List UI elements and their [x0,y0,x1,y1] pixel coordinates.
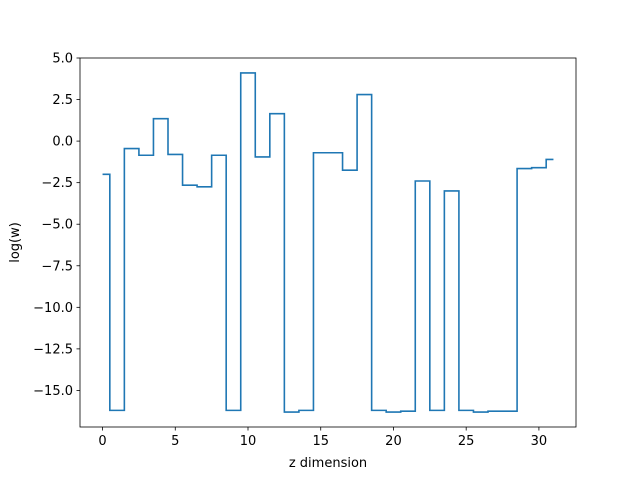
x-tick-label: 20 [385,434,402,449]
series-line [102,72,554,413]
y-tick-label: 2.5 [52,93,73,108]
y-tick-label: −15.0 [33,384,73,399]
y-tick-label: −10.0 [33,301,73,316]
x-tick-label: 10 [240,434,257,449]
x-tick-label: 15 [312,434,329,449]
y-tick-label: −12.5 [33,342,73,357]
plot-frame [79,57,577,428]
y-tick-label: 5.0 [52,52,73,67]
y-axis-label: log(w) [8,222,23,263]
x-tick-label: 25 [458,434,475,449]
y-tick-label: 0.0 [52,135,73,150]
x-tick-label: 0 [98,434,106,449]
x-axis-label: z dimension [289,456,367,471]
y-tick-label: −2.5 [41,176,73,191]
x-tick-label: 5 [171,434,179,449]
plot-area [102,72,554,413]
axes: 0 5 10 15 20 25 30 5.0 2.5 0.0 −2.5 −5.0 −7.5 −10.0 −1… [33,52,577,449]
y-tick-label: −5.0 [41,218,73,233]
y-tick-label: −7.5 [41,259,73,274]
x-tick-label: 30 [531,434,548,449]
